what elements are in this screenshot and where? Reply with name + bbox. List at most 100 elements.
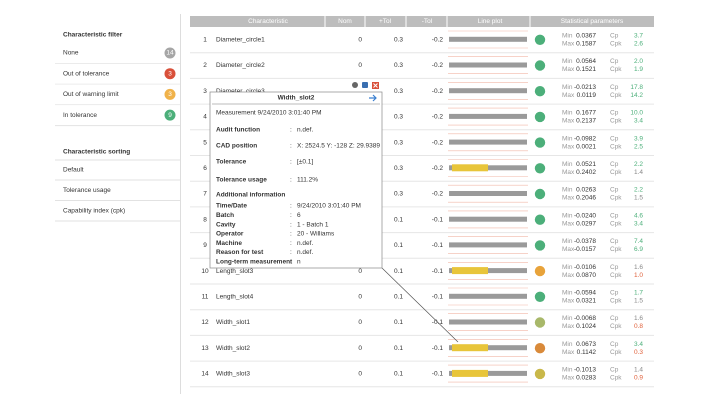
plot-band: [449, 139, 527, 145]
stat-label: Max: [562, 246, 575, 253]
status-pie: [534, 265, 546, 277]
filter-item[interactable]: Out of tolerance 3: [55, 63, 180, 85]
row-plus-tol: 0.1: [394, 345, 403, 352]
row-plus-tol: 0.3: [394, 165, 403, 172]
table-row[interactable]: 1 Diameter_circle1 0 0.3 -0.2 MinMax0.03670.1…: [190, 30, 654, 54]
row-minus-tol: -0.2: [432, 191, 444, 198]
min-value: -0.1013: [574, 367, 596, 374]
cp-value: 3.4: [634, 341, 643, 348]
plot-band: [449, 113, 527, 119]
stat-label: Cp: [610, 238, 619, 245]
row-name: Length_slot3: [216, 268, 254, 275]
count-badge: [164, 47, 176, 59]
stat-label: Max: [562, 41, 575, 48]
info-value: 9/24/2010 3:01:40 PM: [297, 203, 361, 210]
info-label: Reason for test: [216, 249, 264, 256]
plot-highlight: [452, 369, 488, 377]
sort-item[interactable]: Tolerance usage: [55, 187, 180, 201]
row-plus-tol: 0.1: [394, 371, 403, 378]
cpk-value: 1.9: [634, 66, 643, 73]
header-bg: [190, 16, 654, 27]
min-value: -0.0240: [574, 212, 596, 219]
min-value: 0.0673: [576, 341, 596, 348]
column-header[interactable]: Line plot: [478, 18, 503, 25]
row-plus-tol: 0.1: [394, 294, 403, 301]
sort-item[interactable]: Capability index (cpk): [55, 208, 180, 222]
info-value: n.def.: [297, 240, 313, 247]
row-index: 4: [203, 114, 207, 121]
item-label: None: [63, 50, 79, 57]
stat-label: Max: [562, 272, 575, 279]
cpk-value: 0.9: [634, 375, 643, 382]
stat-label: Max: [562, 349, 575, 356]
status-pie: [534, 343, 546, 354]
column-header[interactable]: Characteristic: [248, 18, 288, 25]
column-header[interactable]: +Tol: [379, 18, 392, 25]
row-minus-tol: -0.2: [432, 88, 444, 95]
sort-label: Capability index (cpk): [63, 208, 125, 215]
count-label: 3: [168, 91, 172, 98]
stat-label: Min: [562, 161, 573, 168]
row-plus-tol: 0.3: [394, 88, 403, 95]
table-row[interactable]: 2 Diameter_circle2 0 0.3 -0.2 MinMax0.05640.1…: [190, 56, 654, 79]
status-pie: [534, 86, 546, 97]
max-value: 0.1024: [576, 323, 596, 330]
cp-value: 1.7: [634, 290, 643, 297]
cpk-value: 3.4: [634, 220, 643, 227]
field-separator: :: [290, 127, 292, 134]
table-row[interactable]: 11 Length_slot4 0 0.1 -0.1 MinMax-0.05940.032…: [190, 287, 654, 311]
sort-item[interactable]: Default: [55, 167, 180, 181]
stat-label: Cp: [610, 341, 619, 348]
min-value: 0.1677: [576, 110, 596, 117]
column-header[interactable]: Statistical parameters: [561, 18, 624, 25]
row-index: 6: [203, 165, 207, 172]
table: Characteristic Nom +Tol -Tol Line plot Statis…: [190, 16, 654, 388]
filter-item[interactable]: Out of warning limit 3: [55, 84, 180, 106]
gear-icon[interactable]: [352, 82, 358, 88]
table-row[interactable]: 14 Width_slot3 0 0.1 -0.1 MinMax-0.10130.0283…: [190, 364, 654, 388]
max-value: 0.0283: [576, 375, 596, 382]
table-row[interactable]: 12 Width_slot1 0 0.1 -0.1 MinMax-0.00680.1024…: [190, 313, 654, 336]
row-minus-tol: -0.1: [432, 268, 444, 275]
stat-label: Cp: [610, 58, 619, 65]
column-header[interactable]: Nom: [338, 18, 352, 25]
stat-label: Cpk: [610, 169, 622, 176]
stat-label: Cpk: [610, 272, 622, 279]
stat-label: Min: [562, 110, 573, 117]
min-value: -0.0378: [574, 238, 596, 245]
plot-highlight: [452, 344, 488, 352]
pin-icon[interactable]: [362, 82, 368, 88]
row-plus-tol: 0.1: [394, 319, 403, 326]
field-label: Audit function: [216, 127, 260, 134]
stat-label: Cpk: [610, 66, 622, 73]
filter-item[interactable]: In tolerance 9: [55, 105, 180, 127]
field-value: X: 2524.5 Y: -128 Z: 29.9389: [297, 143, 380, 150]
panel-divider: [180, 14, 181, 394]
plot-band: [449, 293, 527, 299]
row-nom: 0: [358, 268, 362, 275]
stat-label: Cpk: [610, 195, 622, 202]
info-separator: :: [290, 212, 292, 219]
status-pie: [534, 368, 546, 380]
row-name: Width_slot3: [216, 371, 250, 378]
nav-arrow[interactable]: [369, 94, 377, 102]
min-value: -0.0982: [574, 135, 596, 142]
info-value: 20 - Williams: [297, 231, 335, 238]
info-value: 6: [297, 212, 301, 219]
row-index: 10: [201, 268, 209, 275]
filter-item[interactable]: None 14: [55, 43, 180, 64]
cp-value: 2.2: [634, 161, 643, 168]
cp-value: 17.8: [630, 84, 643, 91]
info-separator: :: [290, 259, 292, 266]
stat-label: Max: [562, 195, 575, 202]
count-label: 14: [166, 50, 174, 57]
plot-band: [449, 319, 527, 325]
column-header[interactable]: -Tol: [422, 18, 433, 25]
info-value: n.def.: [297, 249, 313, 256]
table-row[interactable]: 10 Length_slot3 0 0.1 -0.1 MinMax-0.01060.087…: [190, 261, 654, 285]
row-name: Diameter_circle3: [216, 88, 265, 95]
min-value: 0.0564: [576, 58, 596, 65]
